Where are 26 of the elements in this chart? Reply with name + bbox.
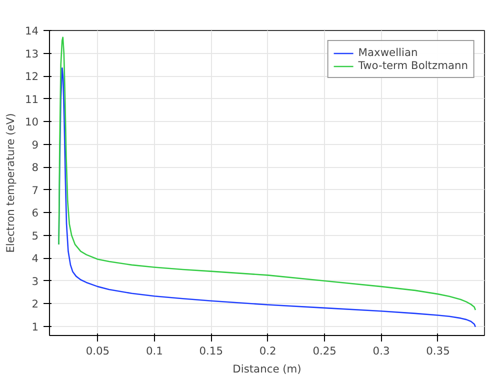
y-tick-label: 8 <box>32 161 39 174</box>
x-tick-label: 0.3 <box>372 344 390 358</box>
y-axis-title: Electron temperature (eV) <box>4 113 17 253</box>
legend-label: Maxwellian <box>358 46 418 59</box>
y-tick-label: 1 <box>32 320 38 334</box>
y-tick-label: 4 <box>32 252 39 266</box>
x-tick-label: 0.1 <box>146 344 163 358</box>
y-tick-label: 14 <box>24 24 39 38</box>
y-tick-label: 11 <box>24 92 39 106</box>
y-tick-label: 7 <box>32 184 38 197</box>
y-tick-label: 9 <box>32 138 39 152</box>
y-tick-label: 13 <box>24 47 39 60</box>
y-tick-label: 12 <box>24 70 39 84</box>
y-tick-label: 3 <box>32 274 38 288</box>
y-tick-label: 2 <box>32 298 38 311</box>
line-series <box>58 36 476 311</box>
x-tick-label: 0.15 <box>199 344 224 358</box>
y-tick-label: 6 <box>32 206 39 220</box>
x-tick-label: 0.2 <box>259 344 276 358</box>
x-tick-label: 0.05 <box>86 344 110 358</box>
y-tick-label: 5 <box>32 229 38 242</box>
x-axis-title: Distance (m) <box>232 362 302 376</box>
x-tick-label: 0.25 <box>312 344 336 358</box>
legend-label: Two-term Boltzmann <box>358 59 468 72</box>
x-tick-label: 0.35 <box>426 344 450 358</box>
y-tick-label: 10 <box>24 116 39 129</box>
